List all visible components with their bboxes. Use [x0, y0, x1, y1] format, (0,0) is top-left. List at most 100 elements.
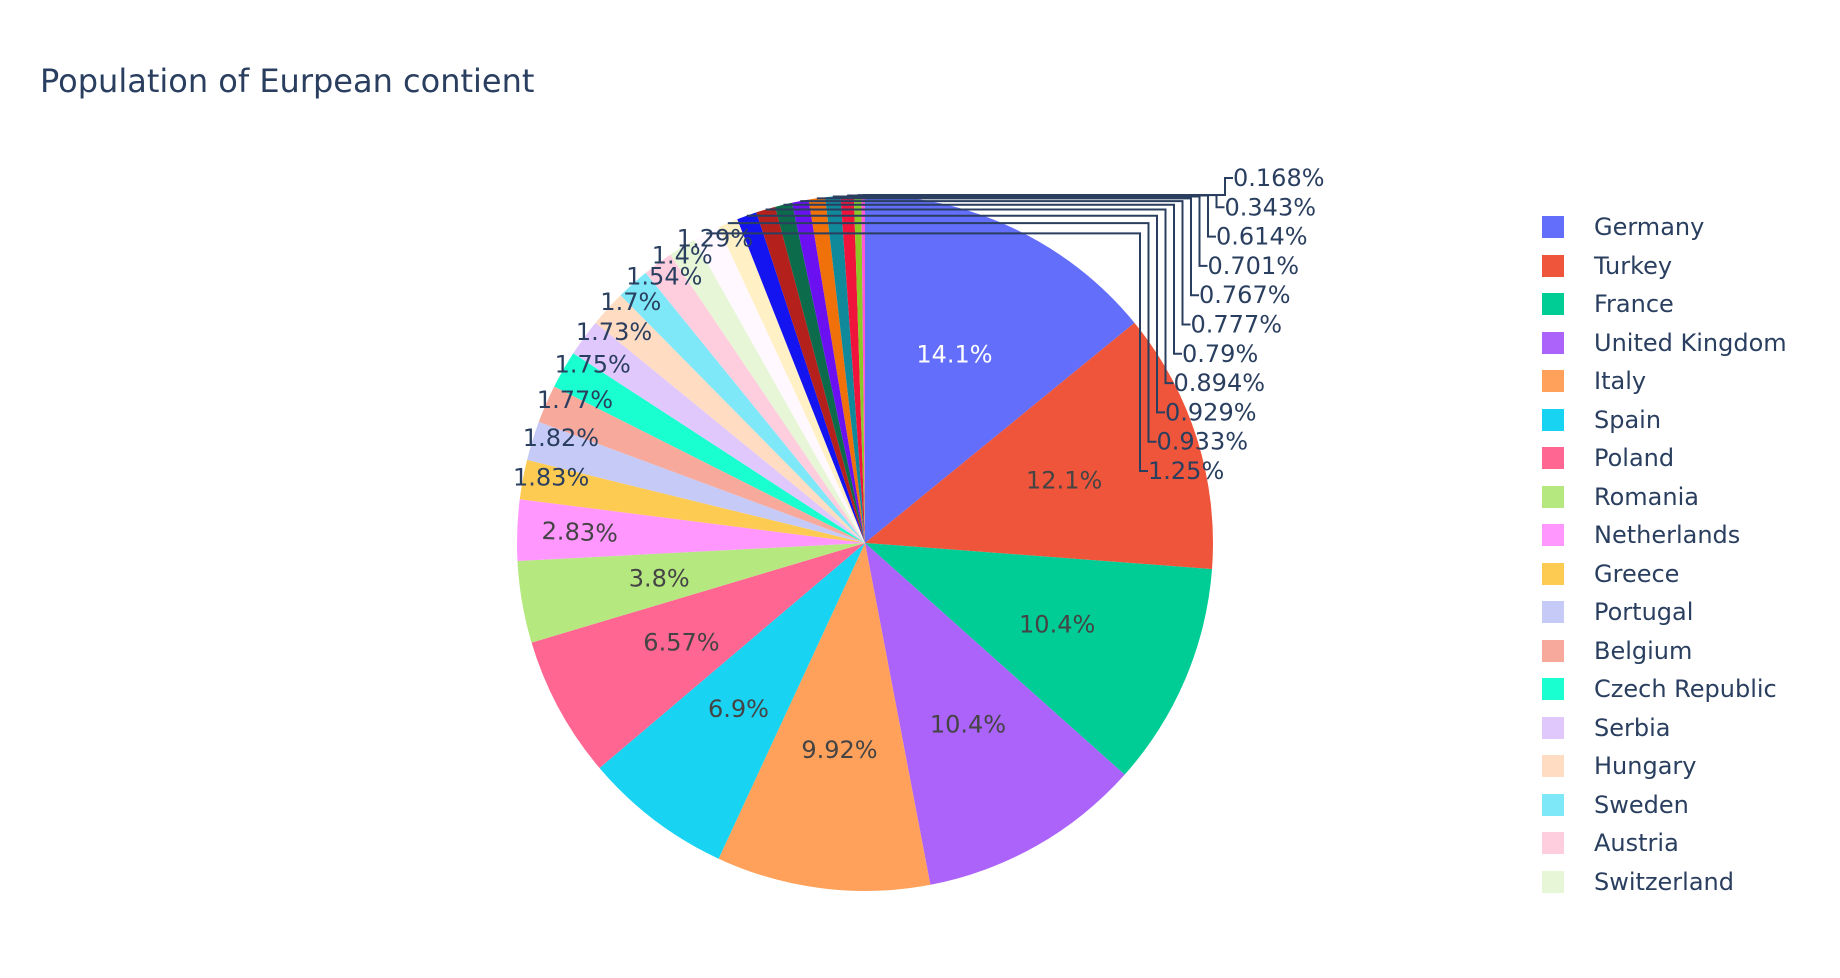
leader-lines — [706, 177, 1233, 472]
legend-swatch — [1542, 562, 1564, 585]
legend-item-hungary[interactable]: Hungary — [1538, 747, 1787, 786]
legend-item-netherlands[interactable]: Netherlands — [1538, 516, 1787, 555]
legend-item-austria[interactable]: Austria — [1538, 824, 1787, 863]
slice-belgium[interactable] — [538, 386, 865, 543]
slice-label-spain: 6.9% — [708, 695, 769, 723]
legend-swatch — [1542, 254, 1564, 277]
slice-united-kingdom[interactable] — [865, 543, 1125, 885]
slice-switzerland[interactable] — [670, 239, 865, 543]
slice-label-poland: 6.57% — [643, 629, 719, 657]
slice-label-unlabeled-26: 0.614% — [1216, 223, 1308, 251]
legend-label: Romania — [1594, 482, 1699, 511]
slice-label-unlabeled-23: 0.777% — [1191, 311, 1283, 339]
leader-line-21 — [765, 208, 1174, 385]
leader-line-25 — [832, 195, 1208, 267]
legend-label: Serbia — [1594, 713, 1671, 742]
legend-swatch — [1542, 601, 1564, 624]
slice-label-austria: 1.4% — [652, 241, 713, 269]
slice-turkey[interactable] — [865, 322, 1213, 570]
legend-item-sweden[interactable]: Sweden — [1538, 786, 1787, 825]
legend-item-portugal[interactable]: Portugal — [1538, 593, 1787, 632]
legend-label: Hungary — [1594, 752, 1697, 781]
legend-swatch — [1542, 793, 1564, 816]
slice-austria[interactable] — [645, 254, 865, 543]
slice-label-netherlands: 2.83% — [541, 517, 618, 548]
slice-label-germany: 14.1% — [916, 340, 992, 368]
slice-unlabeled-25[interactable] — [825, 195, 865, 543]
slice-portugal[interactable] — [527, 421, 865, 543]
legend-label: United Kingdom — [1594, 328, 1787, 357]
slice-germany[interactable] — [865, 195, 1135, 543]
slice-labels: 14.1% 12.1% 10.4% 10.4% 9.92% 6.9% 6.57% 3.8% 2.… — [513, 164, 1324, 764]
slice-unlabeled-20[interactable] — [737, 212, 865, 543]
slice-unlabeled-18[interactable] — [694, 227, 865, 543]
slice-label-unlabeled-25: 0.701% — [1208, 252, 1300, 280]
slice-unlabeled-28[interactable] — [861, 195, 865, 543]
legend-item-greece[interactable]: Greece — [1538, 555, 1787, 594]
slice-unlabeled-26[interactable] — [840, 195, 865, 543]
slice-sweden[interactable] — [620, 272, 865, 543]
slice-label-unlabeled-27: 0.343% — [1225, 193, 1317, 221]
leader-line-22 — [783, 203, 1182, 355]
legend-item-serbia[interactable]: Serbia — [1538, 709, 1787, 748]
legend-swatch — [1542, 485, 1564, 508]
slice-poland[interactable] — [531, 543, 865, 769]
legend-swatch — [1542, 870, 1564, 893]
legend-item-united-kingdom[interactable]: United Kingdom — [1538, 324, 1787, 363]
slice-romania[interactable] — [517, 543, 865, 643]
slice-unlabeled-23[interactable] — [791, 199, 865, 543]
legend-item-spain[interactable]: Spain — [1538, 401, 1787, 440]
legend-swatch — [1542, 216, 1564, 239]
legend-swatch — [1542, 447, 1564, 470]
legend-item-poland[interactable]: Poland — [1538, 439, 1787, 478]
slice-label-unlabeled-21: 0.894% — [1174, 369, 1266, 397]
legend-item-turkey[interactable]: Turkey — [1538, 247, 1787, 286]
slice-unlabeled-24[interactable] — [808, 197, 865, 543]
legend-label: Germany — [1594, 213, 1705, 242]
slice-label-unlabeled-18: 1.25% — [1148, 457, 1224, 485]
leader-line-18 — [706, 232, 1148, 472]
legend-item-romania[interactable]: Romania — [1538, 478, 1787, 517]
legend-label: Greece — [1594, 559, 1680, 588]
legend-label: Switzerland — [1594, 867, 1734, 896]
leader-line-23 — [800, 200, 1191, 326]
slice-label-greece: 1.83% — [513, 464, 589, 492]
slice-italy[interactable] — [718, 543, 931, 891]
slice-hungary[interactable] — [595, 295, 865, 543]
slice-unlabeled-21[interactable] — [756, 206, 865, 544]
slice-greece[interactable] — [519, 459, 865, 543]
legend-label: Sweden — [1594, 790, 1689, 819]
slice-spain[interactable] — [599, 543, 865, 859]
slice-unlabeled-19[interactable] — [718, 219, 865, 543]
legend-label: Netherlands — [1594, 521, 1741, 550]
legend-swatch — [1542, 755, 1564, 778]
legend-item-italy[interactable]: Italy — [1538, 362, 1787, 401]
slice-netherlands[interactable] — [517, 499, 865, 561]
slice-czech-republic[interactable] — [554, 353, 865, 543]
leader-line-20 — [746, 214, 1165, 414]
legend-swatch — [1542, 524, 1564, 547]
legend-item-germany[interactable]: Germany — [1538, 208, 1787, 247]
slice-label-turkey: 12.1% — [1026, 466, 1102, 494]
slice-unlabeled-22[interactable] — [775, 202, 865, 543]
legend-item-switzerland[interactable]: Switzerland — [1538, 863, 1787, 902]
legend-swatch — [1542, 408, 1564, 431]
slice-label-sweden: 1.54% — [626, 262, 702, 290]
slice-serbia[interactable] — [573, 322, 865, 543]
leader-line-19 — [727, 222, 1157, 443]
legend-label: Italy — [1594, 367, 1647, 396]
legend-label: Austria — [1594, 829, 1679, 858]
slice-france[interactable] — [865, 543, 1213, 775]
legend-swatch — [1542, 331, 1564, 354]
legend-swatch — [1542, 639, 1564, 662]
legend-item-czech-republic[interactable]: Czech Republic — [1538, 670, 1787, 709]
slice-label-united-kingdom: 10.4% — [930, 711, 1006, 739]
legend-label: Czech Republic — [1594, 675, 1777, 704]
slice-label-hungary: 1.7% — [600, 288, 661, 316]
legend-swatch — [1542, 832, 1564, 855]
legend-item-france[interactable]: France — [1538, 285, 1787, 324]
legend-item-belgium[interactable]: Belgium — [1538, 632, 1787, 671]
chart-title: Population of Eurpean contient — [40, 62, 535, 100]
slice-unlabeled-27[interactable] — [853, 195, 865, 543]
